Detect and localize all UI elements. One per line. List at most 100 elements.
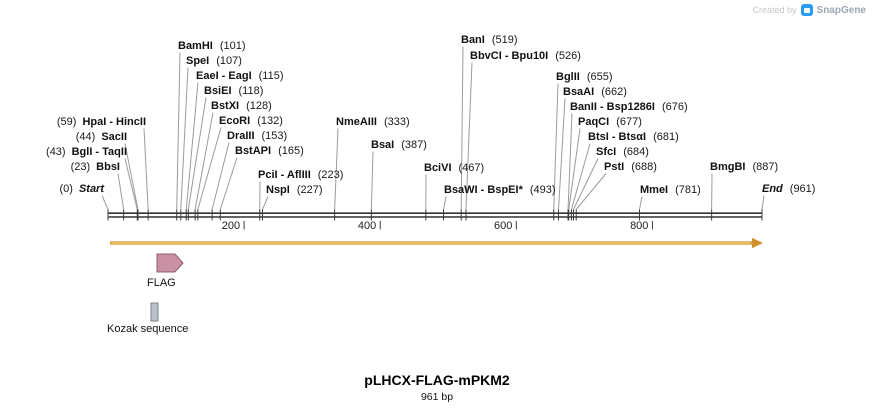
leader-line (761, 195, 765, 210)
leader-line (176, 52, 181, 210)
leader-line (101, 195, 109, 210)
site-name: DraIII (227, 130, 255, 142)
site-name: BanI (461, 34, 485, 46)
leader-line (553, 83, 559, 210)
site-position: (43) (46, 146, 66, 158)
site-label: BstXI (128) (211, 100, 272, 112)
leader-line (568, 128, 581, 210)
site-name: NspI (266, 184, 290, 196)
site-label: PciI - AflIII (223) (258, 169, 343, 181)
flag-feature-arrow (156, 253, 184, 273)
leader-line (570, 143, 591, 210)
flag-feature-label: FLAG (147, 277, 176, 289)
site-position: (0) (59, 183, 73, 195)
site-label: MmeI (781) (640, 184, 701, 196)
site-position: (23) (70, 161, 91, 173)
leader-line (334, 128, 339, 210)
leader-line (185, 82, 199, 210)
site-label: BsaAI (662) (563, 86, 627, 98)
leader-line (443, 196, 447, 210)
site-label: BanII - Bsp1286I (676) (570, 101, 688, 113)
site-position: (115) (258, 70, 284, 82)
site-name: BsiEI (204, 85, 232, 97)
site-label: BciVI (467) (424, 162, 484, 174)
site-label: BamHI (101) (178, 40, 246, 52)
site-label: SfcI (684) (596, 146, 649, 158)
site-position: (59) (56, 116, 77, 128)
site-label: (0) Start (59, 183, 104, 195)
leader-line (465, 62, 473, 210)
site-position: (467) (458, 162, 485, 174)
leader-line (180, 67, 189, 210)
kozak-feature-label: Kozak sequence (107, 323, 189, 335)
site-name: MmeI (640, 184, 669, 196)
site-label: (59) HpaI - HincII (57, 116, 146, 128)
site-position: (44) (75, 131, 96, 143)
leader-line (194, 112, 214, 210)
site-position: (781) (675, 184, 701, 196)
backbone-arrow (110, 237, 763, 249)
site-label: BsaI (387) (371, 139, 427, 151)
site-position: (387) (401, 139, 427, 151)
site-position: (165) (278, 145, 304, 157)
map-title: pLHCX-FLAG-mPKM2 (364, 372, 510, 388)
site-name: SpeI (186, 55, 210, 67)
site-name: BamHI (178, 40, 213, 52)
watermark-created-by-label: Created by (752, 5, 797, 15)
site-label: BbvCI - Bpu10I (526) (470, 50, 581, 62)
sequence-line (108, 212, 762, 218)
site-name: PciI - AflIII (258, 169, 311, 181)
site-name: BbsI (96, 161, 120, 173)
site-position: (153) (261, 130, 288, 142)
site-label: End (961) (762, 183, 815, 195)
leader-line (187, 97, 207, 210)
site-label: SpeI (107) (186, 55, 242, 67)
snapgene-watermark: Created by SnapGene (752, 4, 866, 16)
site-name: SacII (101, 131, 127, 143)
site-name: BsaI (371, 139, 395, 151)
site-position: (118) (238, 85, 264, 97)
site-name: BtsI - BtsαI (588, 131, 647, 143)
site-label: BglII (655) (556, 71, 613, 83)
ruler-tick-label: 200 (221, 220, 241, 232)
site-position: (493) (529, 184, 556, 196)
site-name: EcoRI (219, 115, 251, 127)
site-position: (132) (257, 115, 283, 127)
watermark-brand-label: SnapGene (816, 4, 866, 16)
site-name: SfcI (596, 146, 617, 158)
site-name: BglI - TaqII (71, 146, 127, 158)
leader-line (575, 173, 607, 210)
site-position: (681) (653, 131, 679, 143)
site-position: (128) (246, 100, 272, 112)
site-position: (107) (216, 55, 242, 67)
leader-line (639, 196, 643, 210)
site-label: BtsI - BtsαI (681) (588, 131, 679, 143)
site-position: (655) (586, 71, 613, 83)
site-label: EcoRI (132) (219, 115, 283, 127)
site-name: BstXI (211, 100, 240, 112)
site-position: (676) (661, 101, 688, 113)
site-label: BmgBI (887) (710, 161, 778, 173)
site-label: BsiEI (118) (204, 85, 263, 97)
snapgene-logo-icon (800, 4, 813, 16)
site-name: HpaI - HincII (82, 116, 146, 128)
ruler-tick-label: 400 (357, 220, 377, 232)
site-name: BmgBI (710, 161, 746, 173)
site-label: NmeAIII (333) (336, 116, 410, 128)
leader-line (211, 142, 230, 210)
leader-line (262, 196, 269, 210)
site-label: (44) SacII (76, 131, 127, 143)
site-name: Start (78, 183, 104, 195)
site-label: BstAPI (165) (235, 145, 304, 157)
site-position: (519) (491, 34, 518, 46)
site-name: BbvCI - Bpu10I (470, 50, 549, 62)
site-position: (688) (631, 161, 657, 173)
site-position: (333) (383, 116, 410, 128)
map-length: 961 bp (420, 391, 454, 403)
ruler-tick-label: 800 (630, 220, 649, 232)
leader-line (219, 157, 238, 210)
site-name: BciVI (424, 162, 452, 174)
site-position: (526) (555, 50, 581, 62)
site-position: (684) (623, 146, 649, 158)
kozak-feature-box (150, 302, 159, 322)
